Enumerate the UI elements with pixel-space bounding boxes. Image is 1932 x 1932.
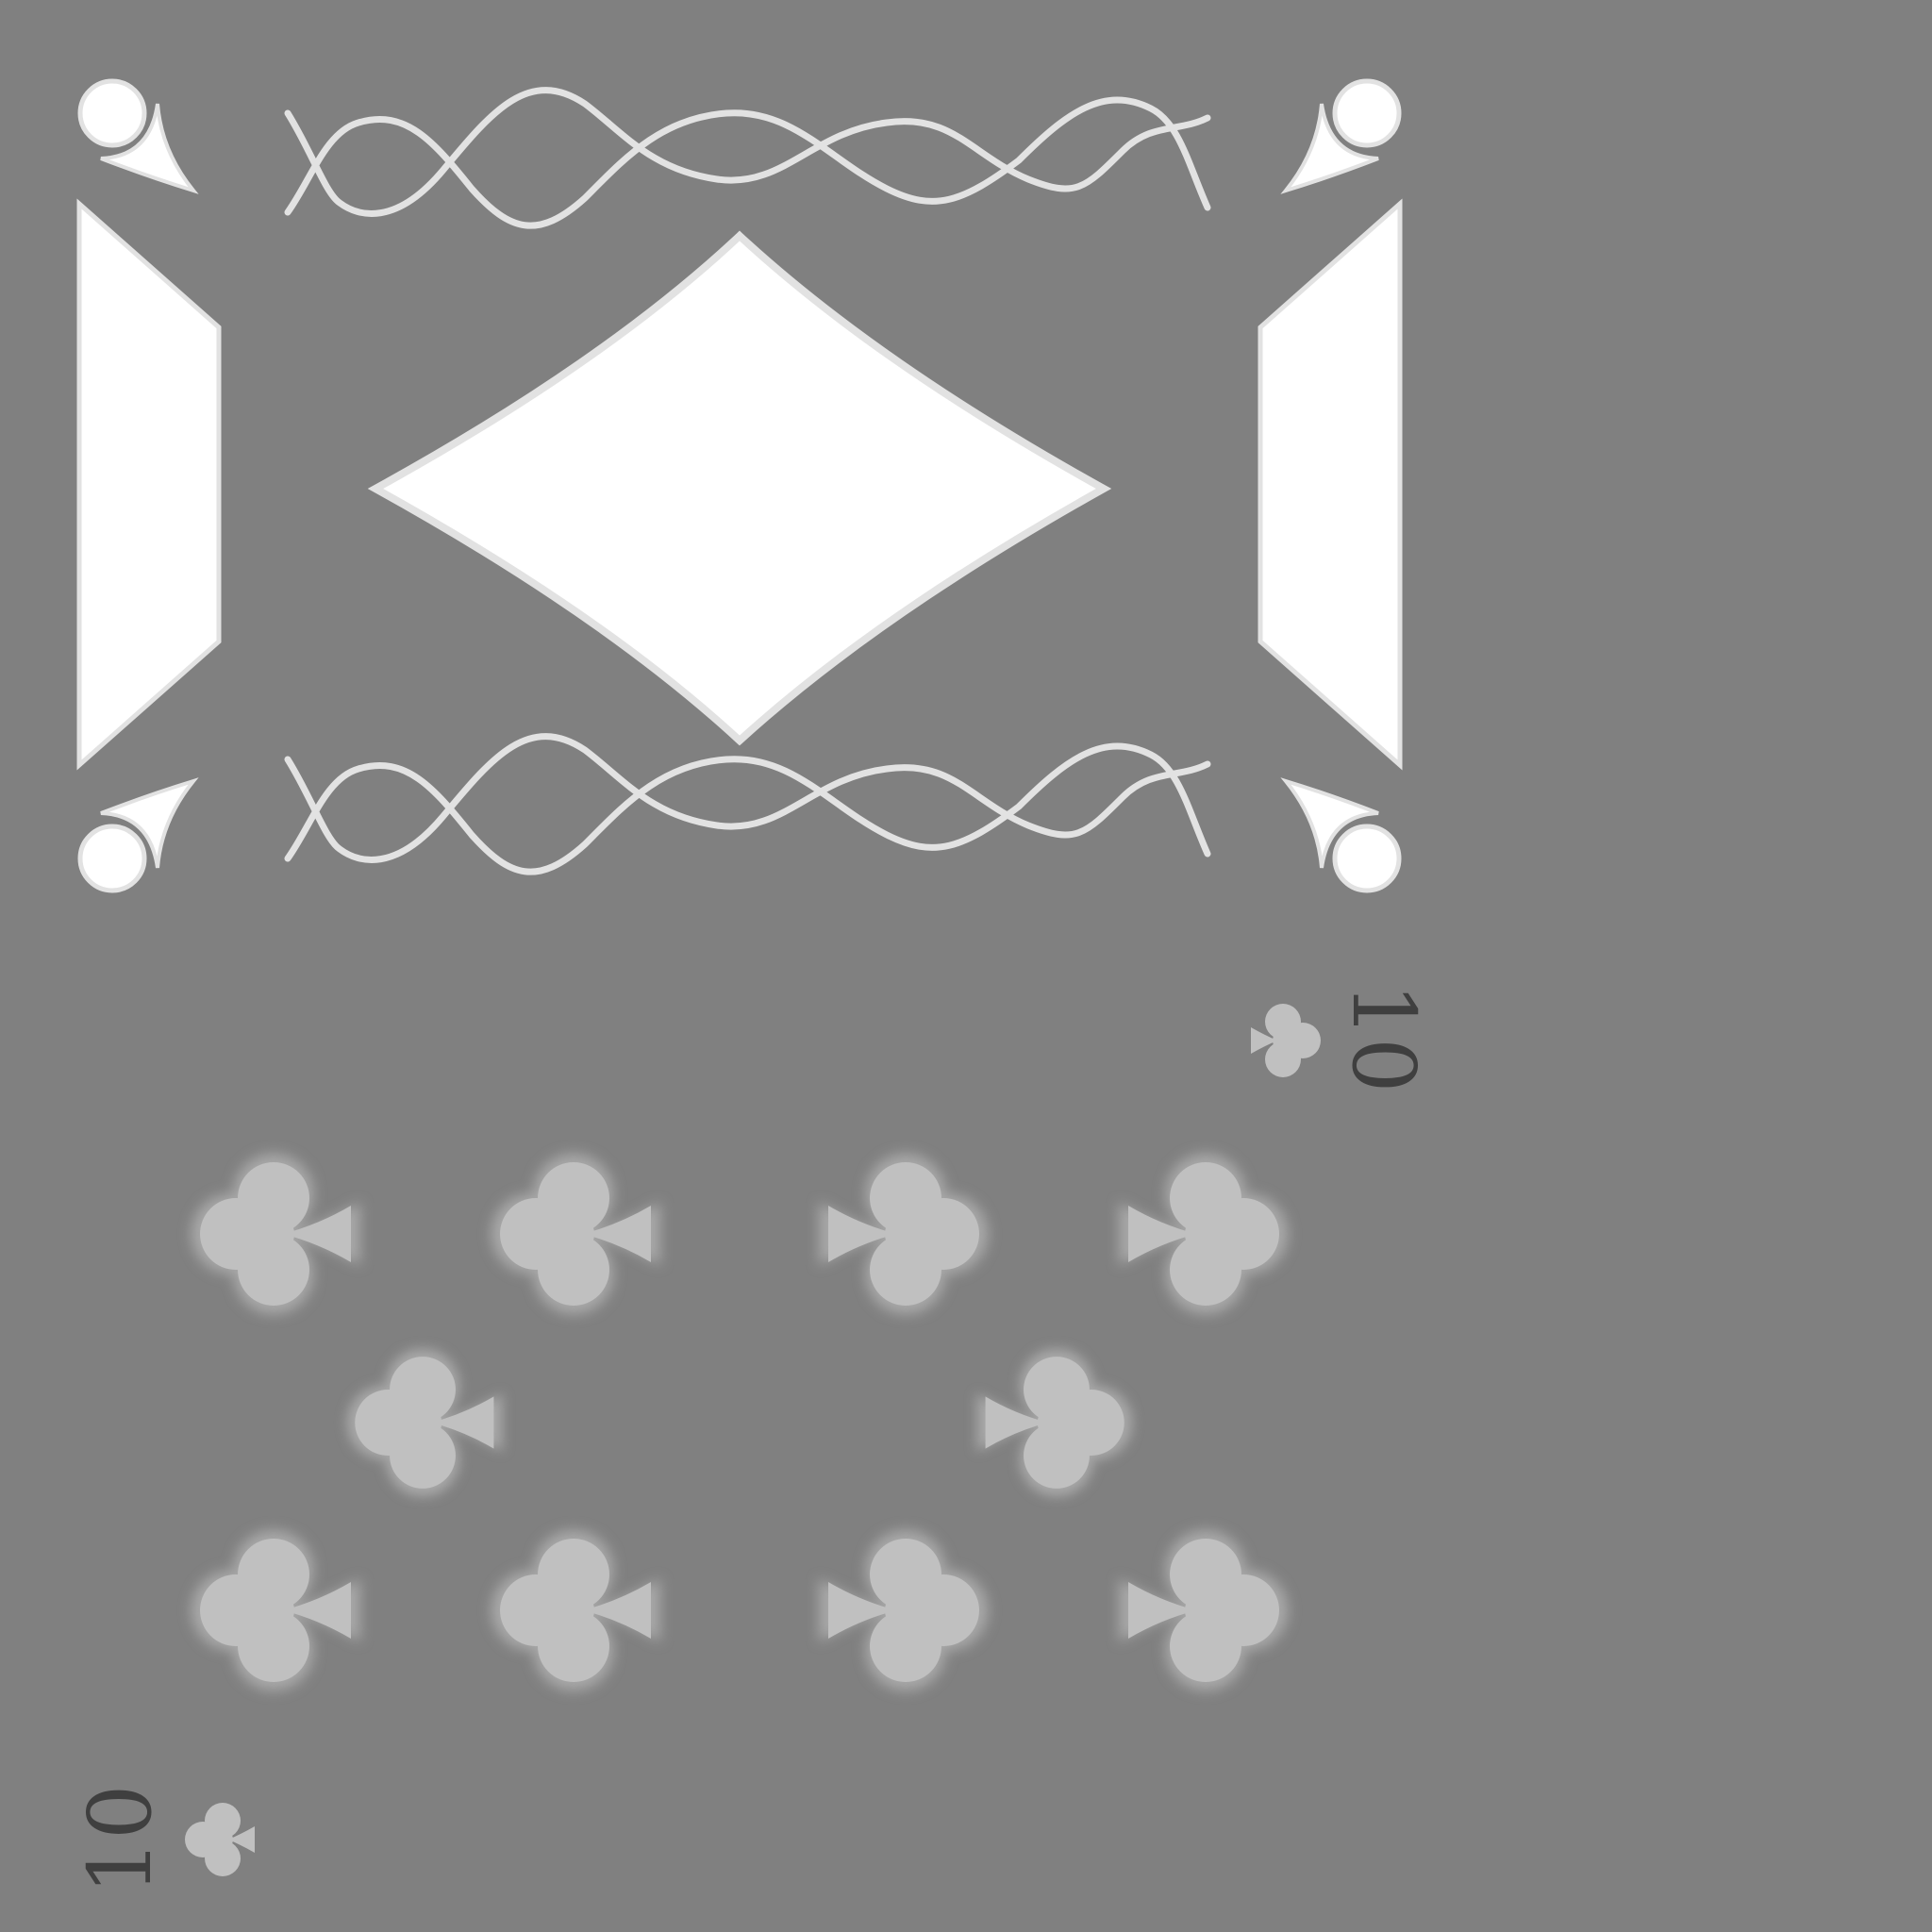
club-icon	[191, 1153, 360, 1315]
circle-flourish-icon	[80, 781, 193, 891]
club-icon	[1119, 1153, 1289, 1315]
wave-ornament-icon	[284, 733, 1211, 875]
club-icon	[1119, 1529, 1289, 1691]
club-icon	[819, 1153, 989, 1315]
rank-label-bottom: 10	[70, 1784, 171, 1895]
club-icon	[191, 1529, 360, 1691]
rank-label-top: 10	[1333, 982, 1434, 1093]
club-icon	[819, 1529, 989, 1691]
circle-flourish-icon	[80, 81, 193, 191]
club-icon	[185, 1803, 255, 1876]
circle-flourish-icon	[1286, 781, 1399, 891]
side-panel-icon	[1257, 198, 1403, 771]
club-icon	[976, 1348, 1133, 1497]
club-icon	[346, 1348, 503, 1497]
wave-ornament-icon	[284, 87, 1211, 229]
side-panel-icon	[76, 198, 222, 771]
club-icon	[491, 1529, 660, 1691]
club-icon	[1251, 1004, 1321, 1077]
diamond-icon	[367, 230, 1112, 746]
club-icon	[491, 1153, 660, 1315]
circle-flourish-icon	[1286, 81, 1399, 191]
